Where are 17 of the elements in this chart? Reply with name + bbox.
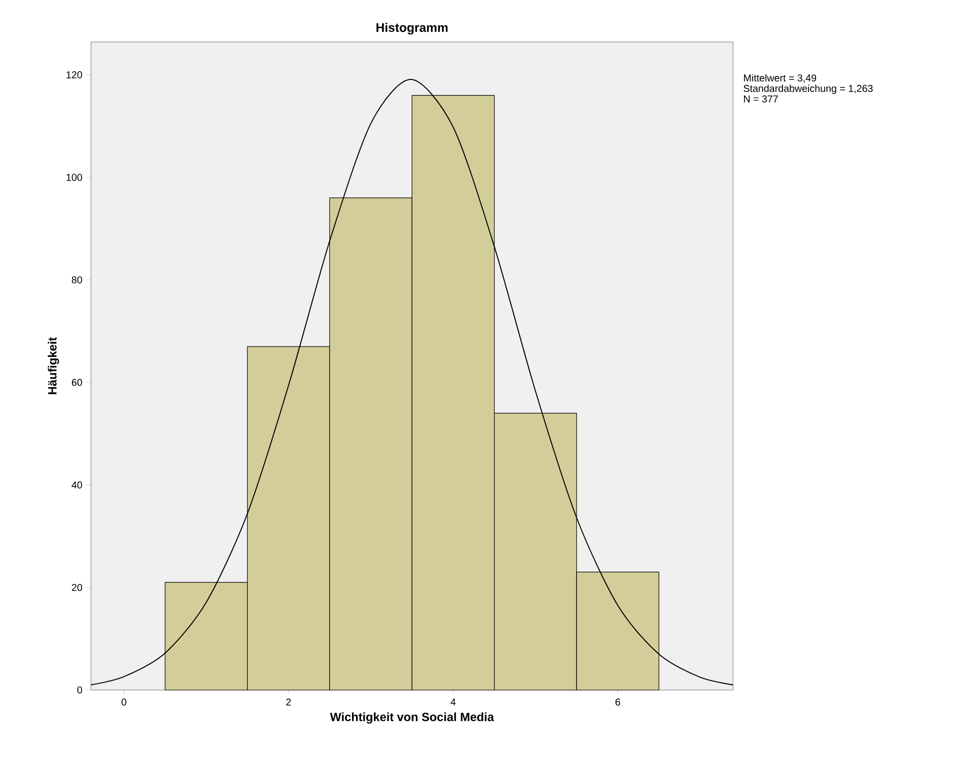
y-tick-label: 40 [72, 481, 82, 488]
y-tick-label: 0 [77, 686, 82, 694]
text: Mittelwert = 3,49 [744, 74, 816, 83]
x-tick-label: 4 [450, 698, 456, 706]
y-tick-label: 60 [72, 378, 82, 386]
y-tick-label: 80 [72, 276, 82, 284]
x-tick-label: 2 [286, 698, 291, 706]
y-axis-title: Häufigkeit [48, 337, 60, 394]
y-tick-label: 120 [66, 71, 82, 78]
text: N = 377 [744, 95, 778, 102]
x-axis-title: Wichtigkeit von Social Media [330, 712, 494, 724]
text: Standardabweichung = 1,263 [744, 84, 873, 94]
x-tick-label: 0 [122, 698, 126, 706]
x-tick-label: 6 [616, 698, 620, 706]
y-tick-label: 20 [72, 584, 82, 591]
chart-title: Histogramm [376, 22, 448, 34]
y-tick-label: 100 [66, 174, 82, 181]
